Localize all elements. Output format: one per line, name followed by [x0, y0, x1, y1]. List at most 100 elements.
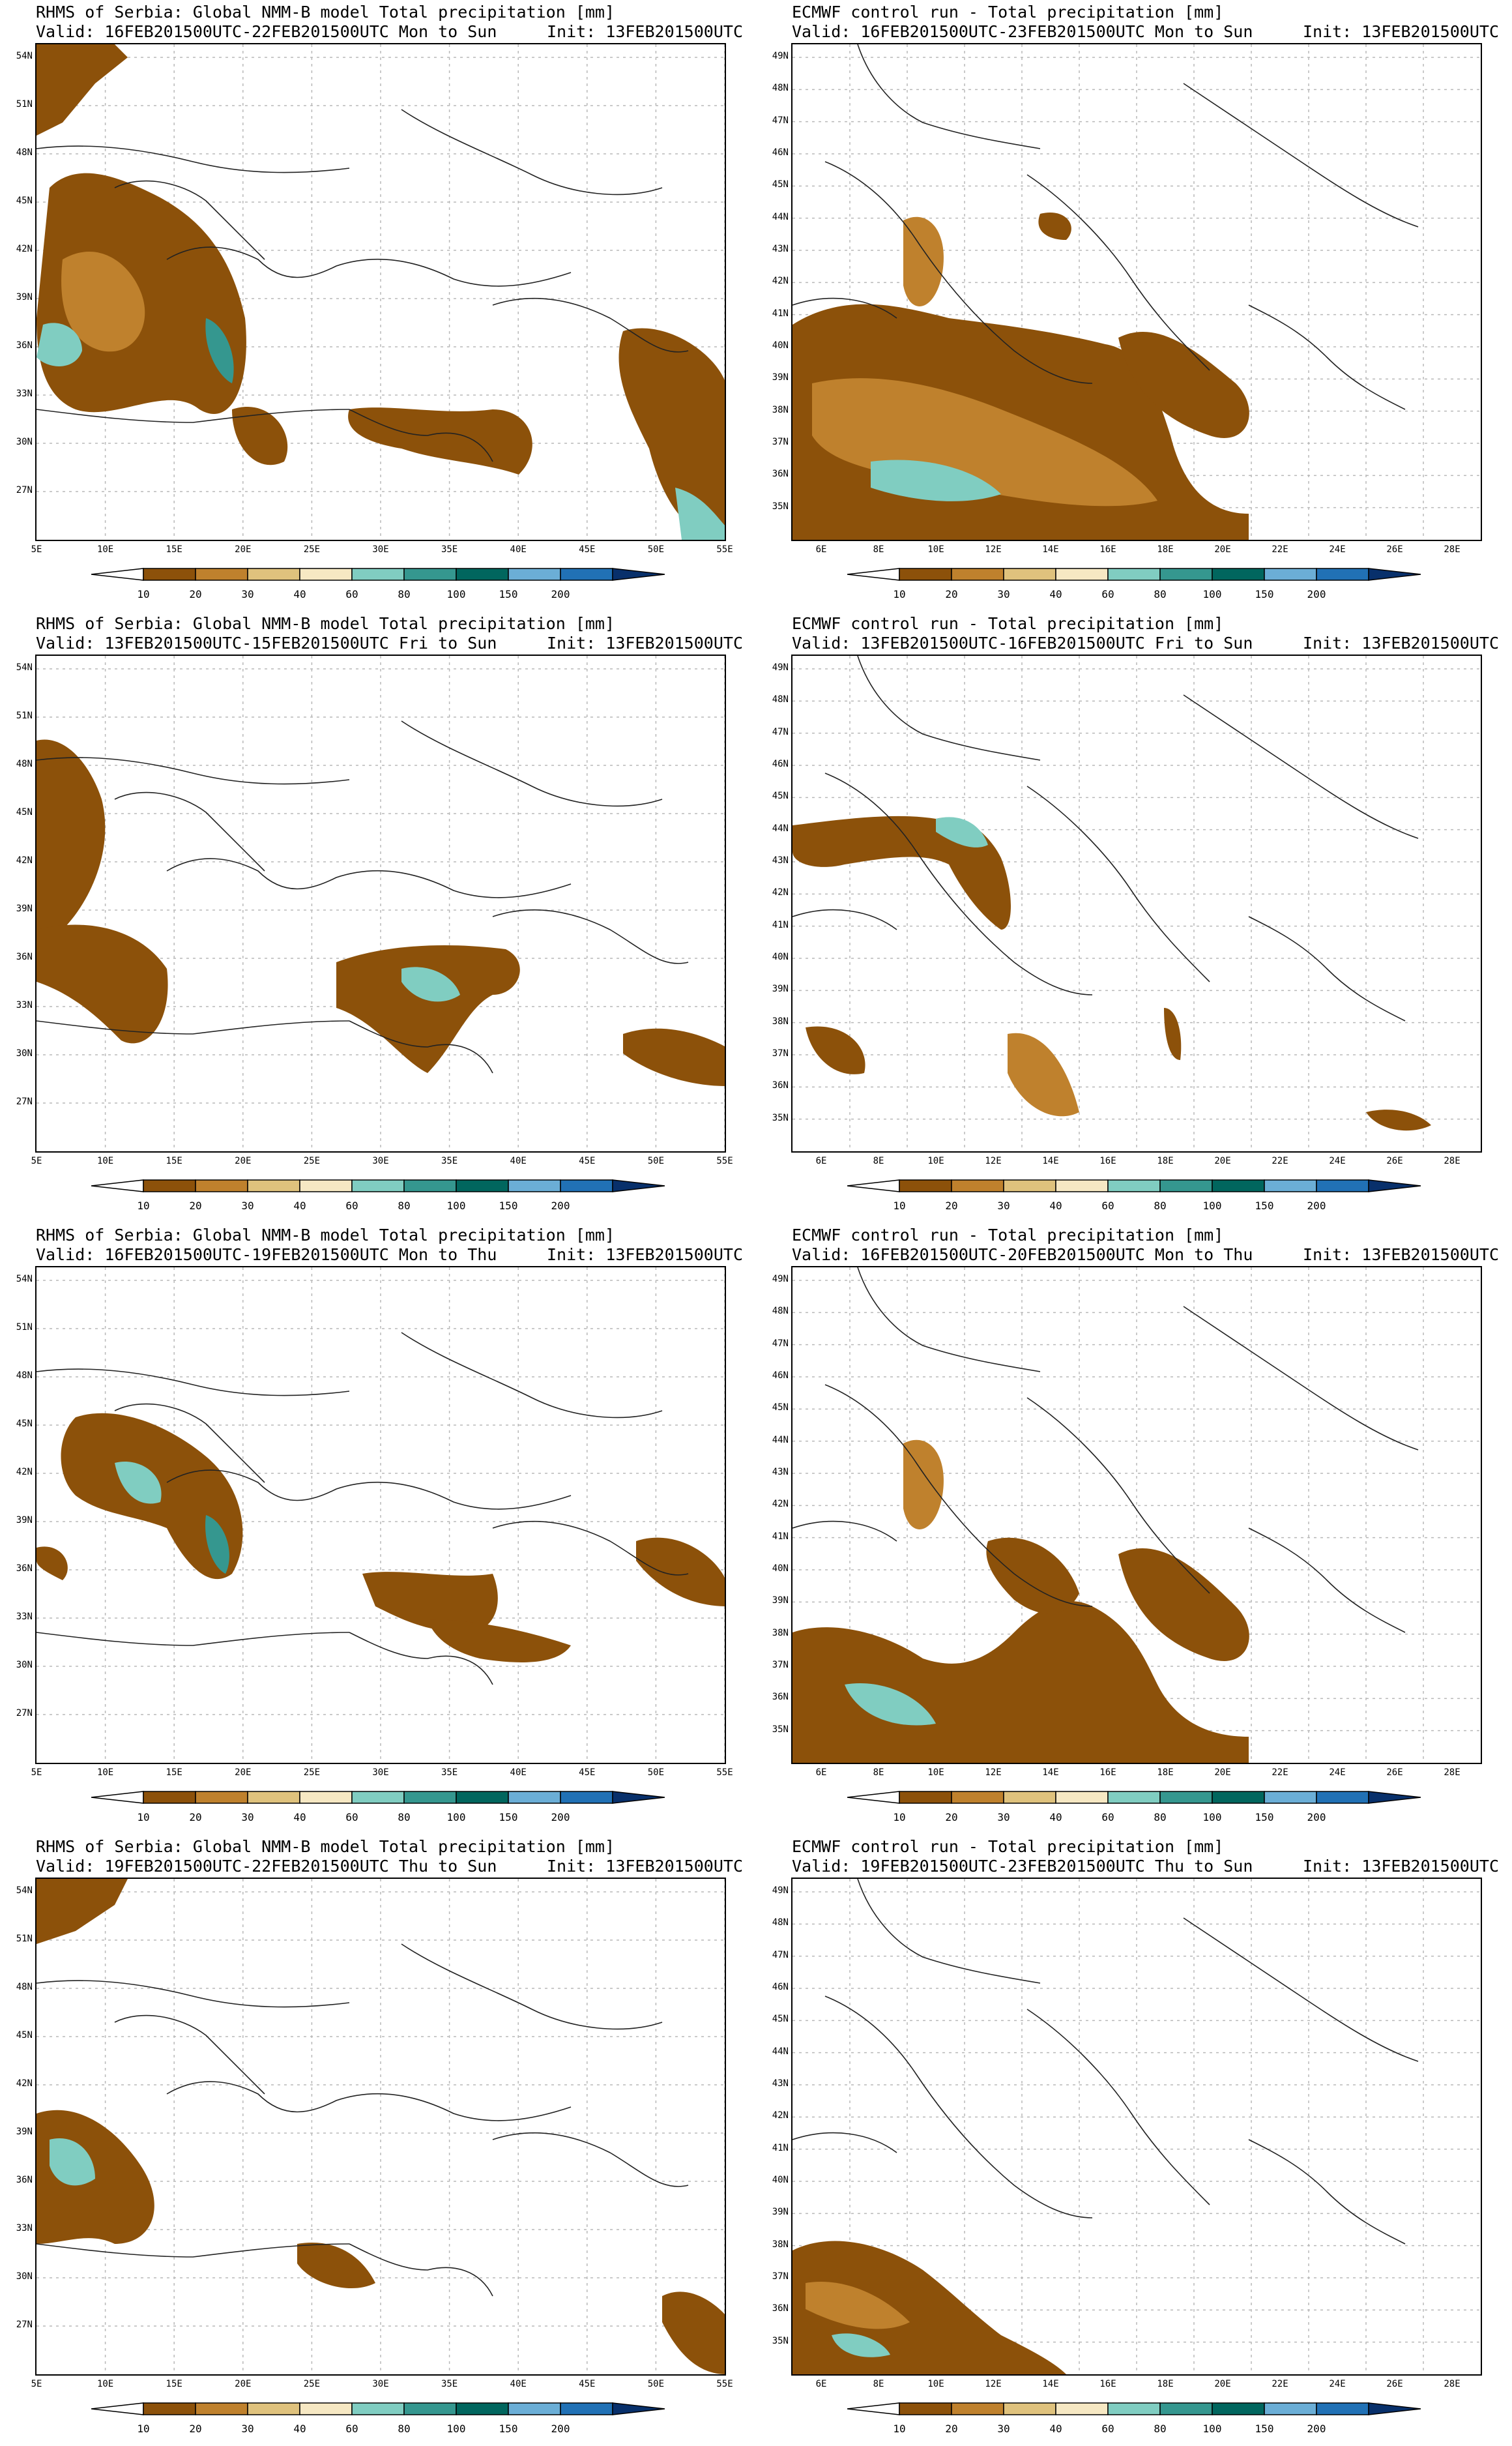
panel-nmmb-thu-sun: RHMS of Serbia: Global NMM-B model Total… [0, 1834, 756, 2446]
precipitation-area [871, 460, 1001, 501]
colorbar-level-label: 40 [293, 2423, 306, 2435]
latitude-label: 39N [16, 1515, 33, 1525]
longitude-label: 5E [31, 1767, 42, 1778]
longitude-label: 16E [1099, 1156, 1116, 1166]
longitude-label: 30E [372, 1767, 389, 1778]
longitude-label: 24E [1329, 2379, 1346, 2389]
colorbar-swatch [1264, 1791, 1317, 1804]
colorbar-level-label: 60 [1101, 2423, 1114, 2435]
colorbar-swatch [899, 1791, 952, 1804]
colorbar-swatch [508, 568, 561, 581]
latitude-label: 40N [772, 952, 789, 962]
coastline [1183, 83, 1419, 228]
coastline [857, 44, 1041, 149]
colorbar [756, 1179, 1512, 1218]
precipitation-map [791, 1878, 1482, 2376]
colorbar-level-label: 100 [446, 1811, 466, 1823]
latitude-label: 42N [772, 276, 789, 287]
latitude-label: 36N [16, 340, 33, 351]
longitude-label: 45E [579, 544, 596, 555]
longitude-label: 6E [815, 544, 827, 555]
latitude-label: 36N [16, 952, 33, 962]
colorbar-swatch [299, 1179, 353, 1192]
latitude-label: 39N [772, 984, 789, 995]
colorbar-swatch [560, 2402, 613, 2415]
colorbar-swatch [847, 1791, 900, 1804]
latitude-label: 45N [772, 791, 789, 802]
colorbar-swatch [899, 568, 952, 581]
longitude-label: 12E [985, 544, 1002, 555]
precipitation-map [35, 1878, 726, 2376]
colorbar-swatch [247, 1791, 300, 1804]
colorbar-level-label: 100 [1202, 588, 1222, 600]
colorbar-swatch [143, 1791, 196, 1804]
coastline [401, 720, 663, 807]
longitude-label: 14E [1042, 1156, 1059, 1166]
latitude-label: 39N [16, 292, 33, 302]
panel-valid-period: Valid: 16FEB201500UTC-19FEB201500UTC Mon… [36, 1245, 497, 1264]
colorbar-swatch [351, 1791, 405, 1804]
colorbar-level-label: 60 [345, 588, 358, 600]
colorbar-level-label: 20 [189, 2423, 202, 2435]
colorbar-swatch [1316, 2402, 1369, 2415]
longitude-label: 22E [1272, 544, 1288, 555]
coastline [857, 1267, 1041, 1372]
coastline [114, 180, 265, 260]
longitude-label: 20E [1214, 2379, 1231, 2389]
colorbar-swatch [951, 1179, 1004, 1192]
longitude-label: 55E [716, 1767, 733, 1778]
colorbar-swatch [1159, 1791, 1213, 1804]
longitude-label: 10E [927, 1767, 944, 1778]
colorbar-swatch [1368, 2402, 1421, 2415]
colorbar-swatch [1159, 2402, 1213, 2415]
colorbar-swatch [143, 1179, 196, 1192]
panel-init-time: Init: 13FEB201500UTC [1302, 22, 1499, 41]
colorbar-swatch [560, 1791, 613, 1804]
latitude-label: 49N [772, 51, 789, 61]
precipitation-area [936, 817, 988, 847]
precipitation-area [1038, 213, 1071, 240]
latitude-label: 42N [16, 244, 33, 254]
latitude-label: 41N [772, 1531, 789, 1542]
latitude-label: 36N [772, 2303, 789, 2314]
colorbar-swatch [1368, 1791, 1421, 1804]
longitude-label: 20E [1214, 1767, 1231, 1778]
latitude-label: 44N [772, 1434, 789, 1445]
latitude-label: 54N [16, 662, 33, 673]
precipitation-area [36, 1879, 128, 1944]
longitude-label: 20E [235, 2379, 252, 2389]
longitude-label: 45E [579, 2379, 596, 2389]
colorbar-swatch [951, 1791, 1004, 1804]
longitude-label: 30E [372, 1156, 389, 1166]
colorbar-swatch [612, 1179, 665, 1192]
latitude-label: 45N [772, 2014, 789, 2025]
latitude-label: 48N [772, 1917, 789, 1928]
colorbar-level-label: 80 [398, 1200, 411, 1212]
longitude-label: 20E [235, 1156, 252, 1166]
longitude-label: 8E [873, 1156, 884, 1166]
coastline [492, 297, 689, 353]
coastline [824, 773, 1093, 995]
colorbar-swatch [560, 568, 613, 581]
latitude-label: 48N [16, 1370, 33, 1381]
longitude-label: 40E [510, 1767, 527, 1778]
colorbar-swatch [1212, 2402, 1265, 2415]
longitude-label: 35E [441, 544, 458, 555]
longitude-label: 14E [1042, 1767, 1059, 1778]
colorbar-graphic [847, 2402, 1421, 2415]
latitude-label: 39N [16, 2127, 33, 2137]
longitude-label: 25E [303, 1156, 321, 1166]
longitude-label: 10E [96, 2379, 114, 2389]
colorbar-swatch [143, 2402, 196, 2415]
panel-init-time: Init: 13FEB201500UTC [1302, 634, 1499, 653]
colorbar-level-label: 150 [499, 588, 518, 600]
latitude-label: 37N [772, 2271, 789, 2282]
longitude-label: 55E [716, 1156, 733, 1166]
colorbar-level-label: 30 [241, 588, 254, 600]
colorbar-swatch [1316, 1791, 1369, 1804]
latitude-label: 36N [16, 2175, 33, 2185]
colorbar-graphic [91, 2402, 665, 2415]
colorbar-swatch [1003, 2402, 1056, 2415]
colorbar-swatch [1212, 1791, 1265, 1804]
colorbar-swatch [403, 1179, 457, 1192]
